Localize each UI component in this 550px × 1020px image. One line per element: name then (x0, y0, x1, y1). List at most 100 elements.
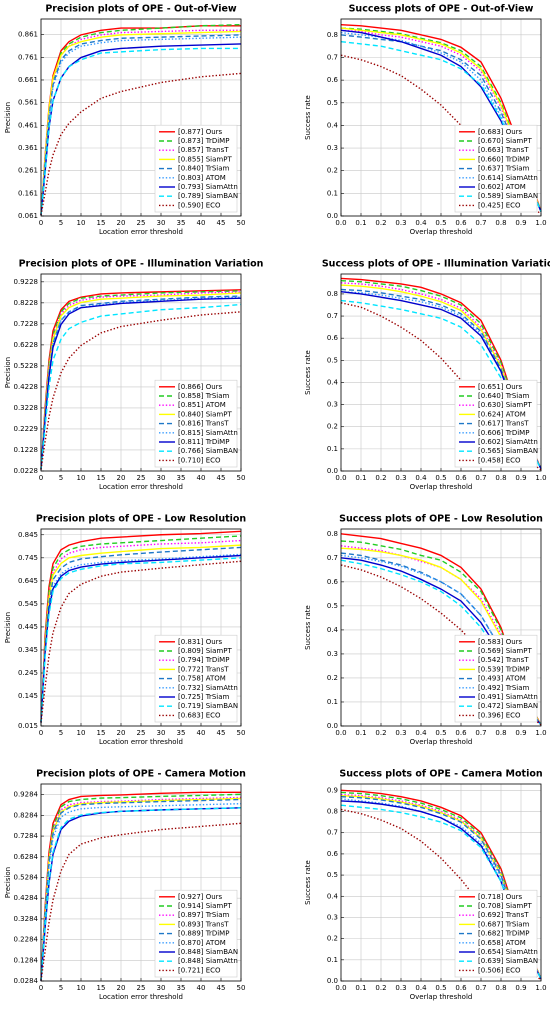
y-tick-label: 0.445 (18, 623, 38, 631)
x-tick-label: 5 (59, 474, 63, 482)
legend-label: [0.660] TrDiMP (478, 155, 529, 163)
series-line (340, 552, 542, 726)
legend-label: [0.877] Ours (178, 128, 223, 136)
x-tick-label: 35 (177, 474, 186, 482)
chart-panel: Success plots of OPE - Low Resolution Ove… (304, 514, 547, 747)
x-tick-label: 20 (117, 729, 126, 737)
chart-title: Precision plots of OPE - Out-of-View (45, 4, 237, 15)
y-tick-label: 0.2 (327, 423, 338, 431)
x-tick-label: 0.3 (395, 219, 406, 227)
chart-title: Success plots of OPE - Illumination Vari… (322, 259, 550, 270)
chart-title: Precision plots of OPE - Low Resolution (36, 514, 247, 525)
x-tick-label: 0.1 (355, 984, 366, 992)
y-axis-label: Precision (4, 612, 12, 643)
y-tick-label: 0.3 (327, 650, 338, 658)
y-tick-label: 0.5 (327, 602, 338, 610)
series-line (40, 29, 241, 216)
legend-label: [0.606] TrDiMP (478, 429, 529, 437)
x-tick-label: 40 (197, 474, 206, 482)
legend: [0.831] Ours[0.809] SiamPT[0.794] TrDiMP… (154, 634, 238, 723)
x-tick-label: 0 (39, 219, 43, 227)
x-tick-label: 50 (237, 984, 246, 992)
legend-label: [0.458] ECO (478, 456, 521, 464)
y-tick-label: 0.6 (327, 334, 339, 342)
legend-label: [0.866] Ours (178, 383, 223, 391)
legend-label: [0.425] ECO (478, 201, 521, 209)
series-line (40, 802, 242, 981)
series-line (40, 798, 242, 981)
x-tick-label: 0.8 (495, 729, 506, 737)
y-tick-label: 0.2284 (14, 936, 39, 944)
x-tick-label: 0.5 (435, 219, 446, 227)
legend-label: [0.589] SiamBAN (478, 192, 538, 200)
x-tick-label: 10 (77, 984, 86, 992)
x-tick-label: 0.5 (435, 984, 446, 992)
x-tick-label: 0.9 (515, 474, 526, 482)
x-tick-label: 0.3 (395, 984, 406, 992)
x-tick-label: 0.6 (455, 474, 467, 482)
plot-frame (40, 783, 242, 982)
chart-panel: Precision plots of OPE - Illumination Va… (4, 259, 264, 492)
x-axis-label: Location error threshold (99, 738, 183, 746)
x-tick-label: 0.4 (415, 729, 427, 737)
chart-panel: Success plots of OPE - Illumination Vari… (304, 259, 550, 492)
x-tick-label: 0.0 (335, 729, 346, 737)
x-axis-label: Overlap threshold (410, 483, 473, 491)
plot-frame (340, 18, 542, 217)
chart-panel: Success plots of OPE - Out-of-View Overla… (304, 4, 547, 237)
y-tick-label: 0.8 (327, 290, 338, 298)
plot-frame (40, 273, 242, 472)
chart-title: Precision plots of OPE - Camera Motion (36, 769, 246, 780)
x-tick-label: 1.0 (535, 474, 546, 482)
chart-panel: Precision plots of OPE - Camera Motion Lo… (4, 769, 246, 1002)
chart-title: Success plots of OPE - Low Resolution (339, 514, 543, 525)
x-tick-label: 45 (217, 729, 226, 737)
legend-label: [0.663] TransT (478, 146, 529, 154)
x-tick-label: 50 (237, 729, 246, 737)
x-tick-label: 0.3 (395, 729, 406, 737)
chart-panel: Precision plots of OPE - Out-of-View Loca… (4, 4, 245, 237)
y-tick-label: 0.6 (327, 578, 339, 586)
y-tick-label: 0.0228 (14, 467, 39, 475)
legend-label: [0.857] TransT (178, 146, 229, 154)
x-tick-label: 0.0 (335, 219, 346, 227)
x-tick-label: 5 (59, 729, 63, 737)
x-tick-label: 0.8 (495, 219, 506, 227)
legend-label: [0.658] ATOM (478, 939, 526, 947)
y-tick-label: 0.9284 (14, 791, 39, 799)
x-tick-label: 1.0 (535, 984, 546, 992)
x-tick-label: 20 (117, 219, 126, 227)
legend-label: [0.718] Ours (478, 893, 523, 901)
x-tick-label: 10 (77, 474, 86, 482)
y-axis-label: Precision (4, 867, 12, 898)
x-tick-label: 35 (177, 219, 186, 227)
x-tick-label: 0.2 (375, 474, 386, 482)
legend-label: [0.590] ECO (178, 201, 221, 209)
series-line (40, 557, 242, 723)
x-tick-label: 30 (157, 219, 166, 227)
y-tick-label: 0.845 (18, 531, 38, 539)
legend: [0.683] Ours[0.670] SiamPT[0.663] TransT… (454, 124, 538, 213)
y-tick-label: 0.761 (18, 53, 38, 61)
legend-label: [0.811] TrDiMP (178, 438, 229, 446)
y-tick-label: 0.5 (327, 871, 338, 879)
y-tick-label: 0.6 (327, 76, 339, 84)
y-tick-label: 0.1228 (14, 446, 39, 454)
y-tick-label: 0.245 (18, 669, 38, 677)
plot-frame (40, 18, 242, 217)
plot-frame (340, 783, 542, 982)
x-tick-label: 0.4 (415, 474, 427, 482)
x-tick-label: 30 (157, 729, 166, 737)
legend-label: [0.491] SiamAttn (478, 693, 538, 701)
legend-label: [0.893] TransT (178, 920, 229, 928)
x-tick-label: 0.5 (435, 729, 446, 737)
y-tick-label: 0.461 (18, 121, 38, 129)
x-tick-label: 35 (177, 984, 186, 992)
x-tick-label: 35 (177, 729, 186, 737)
y-tick-label: 0.4 (327, 121, 339, 129)
x-tick-label: 0.4 (415, 219, 427, 227)
series-line (40, 530, 242, 723)
y-tick-label: 0.145 (18, 692, 38, 700)
series-line (40, 560, 242, 723)
